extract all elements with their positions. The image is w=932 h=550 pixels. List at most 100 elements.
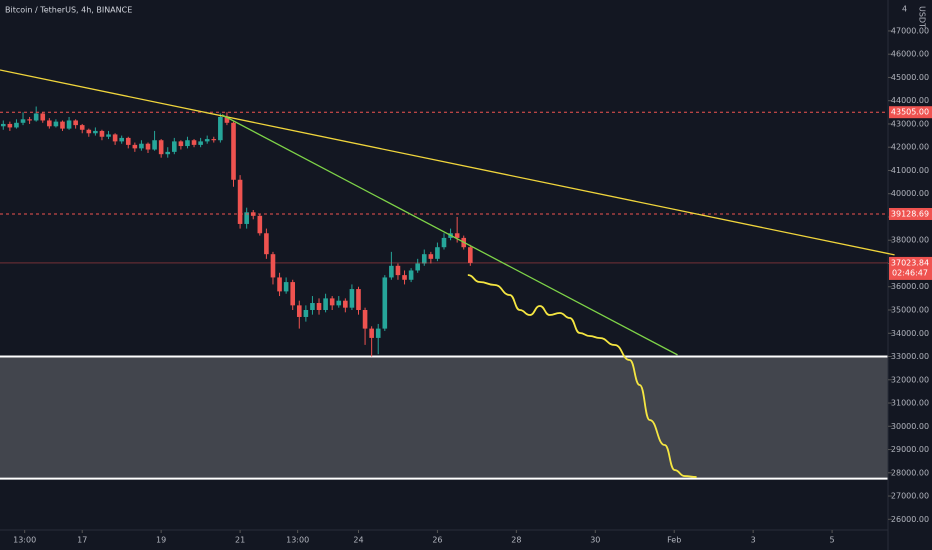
candle-body [218, 116, 223, 141]
candle-body [224, 116, 230, 123]
candle-body [86, 129, 92, 134]
candle-body [0, 123, 6, 127]
x-tick-label: Feb [667, 536, 681, 545]
trendline [0, 69, 895, 256]
y-tick-label: 31000.00 [891, 399, 929, 408]
candle-body [343, 300, 348, 308]
candle-body [165, 151, 171, 155]
x-tick-label: 30 [590, 536, 600, 545]
candle-body [290, 282, 296, 306]
candle-body [106, 134, 111, 137]
level-box [889, 106, 932, 119]
candle-body [27, 119, 32, 121]
candle-body [395, 265, 401, 276]
trendline [221, 114, 678, 356]
candle-body [40, 113, 46, 121]
candle-body [244, 212, 249, 224]
x-tick-label: 13:00 [13, 536, 36, 545]
candle-body [323, 298, 328, 310]
y-tick-label: 28000.00 [891, 468, 929, 477]
candle-body [231, 122, 236, 180]
candle-body [428, 254, 434, 259]
candle-body [303, 310, 309, 317]
candle-body [191, 140, 197, 145]
candle-body [204, 139, 210, 142]
y-tick-label: 46000.00 [891, 50, 929, 59]
candle-body [60, 121, 65, 129]
candle-body [237, 179, 243, 224]
candle-body [119, 137, 124, 142]
candle-body [316, 303, 322, 310]
candle-body [408, 270, 414, 280]
currency-label: USDT [918, 6, 927, 28]
candle-body [415, 263, 420, 271]
y-tick-label: 38000.00 [891, 236, 929, 245]
countdown-label: 02:46:47 [892, 268, 928, 277]
candle-body [270, 254, 276, 278]
candle-body [389, 265, 394, 278]
last-price-box [889, 256, 932, 280]
candle-body [145, 143, 151, 150]
zone [0, 356, 888, 479]
candle-body [362, 310, 368, 329]
chart-title: Bitcoin / TetherUS, 4h, BINANCE [5, 6, 132, 15]
x-tick-label: 26 [432, 536, 442, 545]
x-tick-label: 5 [830, 536, 835, 545]
y-tick-label: 42000.00 [891, 143, 929, 152]
y-tick-label: 41000.00 [891, 166, 929, 175]
candle-body [283, 282, 289, 292]
candle-body [264, 233, 269, 255]
candle-body [172, 141, 177, 152]
candle-body [99, 130, 105, 137]
y-tick-label: 40000.00 [891, 189, 929, 198]
candle-body [47, 120, 52, 127]
y-tick-label: 43000.00 [891, 119, 929, 128]
x-tick-label: 24 [353, 536, 363, 545]
y-tick-label: 34000.00 [891, 329, 929, 338]
level-label: 39128.69 [891, 209, 929, 218]
candle-body [441, 237, 447, 248]
candle-body [257, 215, 263, 234]
x-tick-label: 17 [77, 536, 87, 545]
level-label: 43505.00 [891, 108, 929, 117]
candle-body [435, 247, 440, 259]
candle-body [79, 125, 85, 130]
x-tick-label: 3 [751, 536, 756, 545]
candle-body [33, 113, 39, 121]
candle-body [421, 254, 427, 264]
candle-body [66, 120, 72, 129]
candle-body [125, 137, 131, 145]
candle-body [329, 298, 335, 306]
candle-body [132, 144, 138, 149]
y-tick-label: 44000.00 [891, 96, 929, 105]
x-tick-label: 19 [156, 536, 166, 545]
y-tick-label: 26000.00 [891, 515, 929, 524]
candle-body [198, 141, 203, 145]
candle-body [14, 122, 19, 128]
candle-body [296, 305, 302, 317]
y-tick-label: 32000.00 [891, 375, 929, 384]
last-price-label: 37023.84 [891, 258, 929, 267]
candle-body [277, 277, 282, 292]
candle-body [20, 119, 26, 123]
x-tick-label: 28 [511, 536, 521, 545]
candle-body [310, 303, 315, 310]
corner-label: 4 [902, 5, 907, 14]
candle-body [53, 121, 59, 127]
candle-body [468, 247, 473, 263]
y-tick-label: 27000.00 [891, 492, 929, 501]
candle-body [158, 140, 164, 155]
candle-body [112, 134, 118, 142]
projection-curve [467, 274, 697, 478]
candle-body [382, 277, 388, 329]
candle-body [139, 143, 144, 149]
candle-body [349, 289, 355, 308]
candle-body [369, 328, 374, 338]
candle-body [185, 140, 190, 147]
level-box [889, 207, 932, 220]
candle-body [178, 141, 184, 147]
candle-body [7, 123, 13, 128]
y-tick-label: 30000.00 [891, 422, 929, 431]
plot-area [0, 106, 888, 480]
